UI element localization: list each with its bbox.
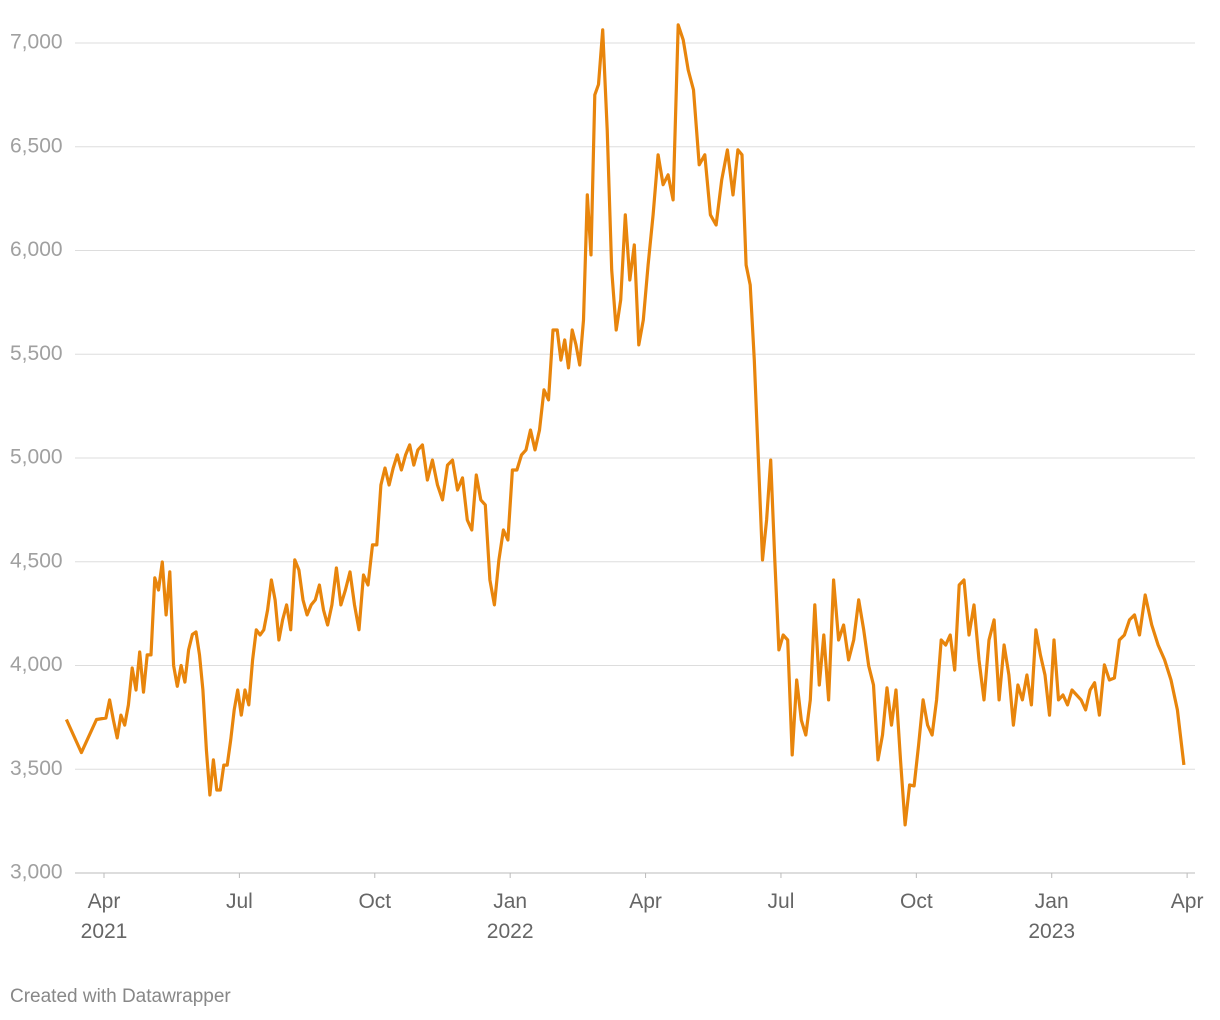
x-tick-label: Apr (629, 890, 662, 913)
x-tick-year: 2023 (1028, 920, 1075, 943)
y-tick-label: 6,500 (10, 134, 63, 157)
y-tick-label: 3,500 (10, 757, 63, 780)
x-tick-label: Oct (900, 890, 933, 913)
x-tick-year: 2021 (81, 920, 128, 943)
y-tick-label: 4,500 (10, 549, 63, 572)
y-tick-label: 7,000 (10, 31, 63, 54)
x-tick-label: Apr (1171, 890, 1204, 913)
x-tick-label: Jan (1035, 890, 1069, 913)
y-tick-label: 3,000 (10, 861, 63, 884)
y-tick-label: 5,000 (10, 446, 63, 469)
y-tick-label: 4,000 (10, 653, 63, 676)
x-tick-year: 2022 (487, 920, 534, 943)
x-tick-label: Oct (358, 890, 391, 913)
x-tick-label: Jan (493, 890, 527, 913)
price-line (64, 23, 1186, 827)
x-tick-label: Jul (768, 890, 795, 913)
credit: Created with Datawrapper (10, 986, 231, 1007)
y-tick-label: 5,500 (10, 342, 63, 365)
x-tick-label: Apr (88, 890, 121, 913)
y-tick-label: 6,000 (10, 238, 63, 261)
x-tick-label: Jul (226, 890, 253, 913)
